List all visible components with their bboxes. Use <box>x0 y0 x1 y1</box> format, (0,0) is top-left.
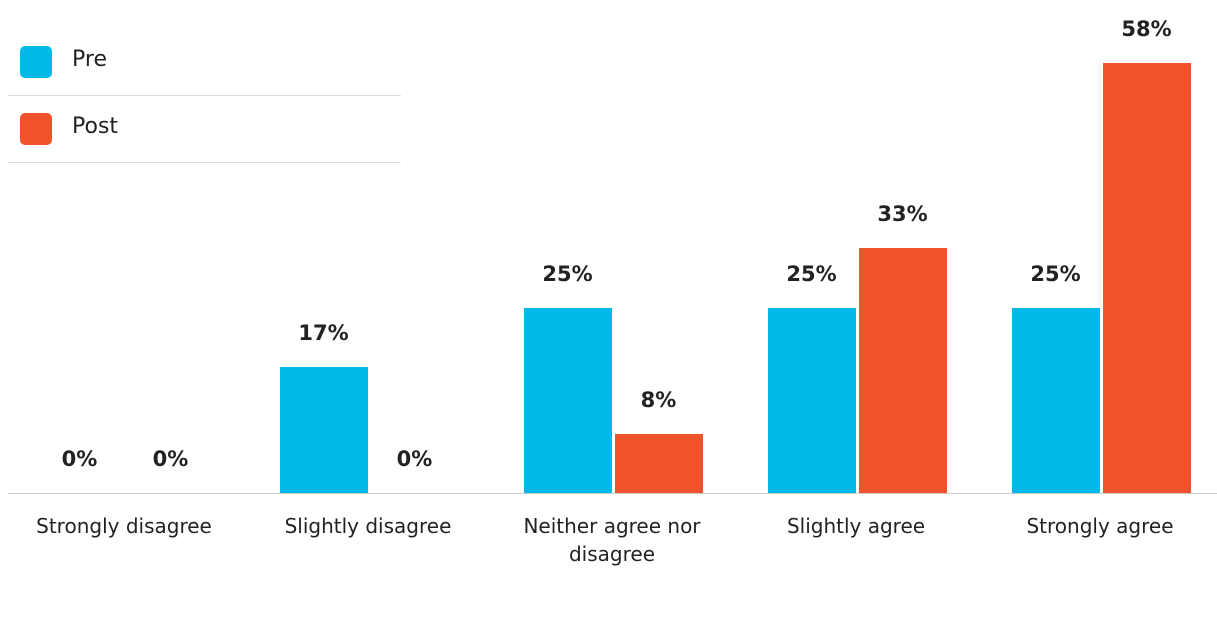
x-tick-label: Strongly agree <box>1026 514 1174 538</box>
bar <box>858 248 947 493</box>
data-label: 58% <box>1121 16 1172 41</box>
x-tick-label: Slightly disagree <box>284 514 452 538</box>
data-label: 0% <box>396 447 433 471</box>
bar <box>1011 307 1100 493</box>
data-label: 8% <box>640 387 677 412</box>
legend-divider <box>8 95 401 96</box>
legend-swatch <box>20 46 52 78</box>
bar <box>767 307 856 493</box>
x-tick-label: Strongly disagree <box>36 514 212 538</box>
data-label: 17% <box>298 320 349 345</box>
data-label: 0% <box>152 447 189 471</box>
bar <box>1102 62 1191 493</box>
legend-label: Pre <box>72 47 107 72</box>
legend-divider <box>8 162 401 163</box>
data-label: 25% <box>542 261 593 286</box>
data-label: 25% <box>786 261 837 286</box>
legend-swatch <box>20 113 52 145</box>
x-tick-label: Neither agree nor disagree <box>523 514 701 566</box>
data-label: 25% <box>1030 261 1081 286</box>
bar <box>279 366 368 493</box>
baseline <box>8 493 1217 494</box>
x-tick-label: Slightly agree <box>786 514 926 538</box>
data-label: 33% <box>877 202 928 227</box>
bar <box>614 433 703 493</box>
legend-label: Post <box>72 114 119 139</box>
data-label: 0% <box>61 447 98 471</box>
bar <box>523 307 612 493</box>
